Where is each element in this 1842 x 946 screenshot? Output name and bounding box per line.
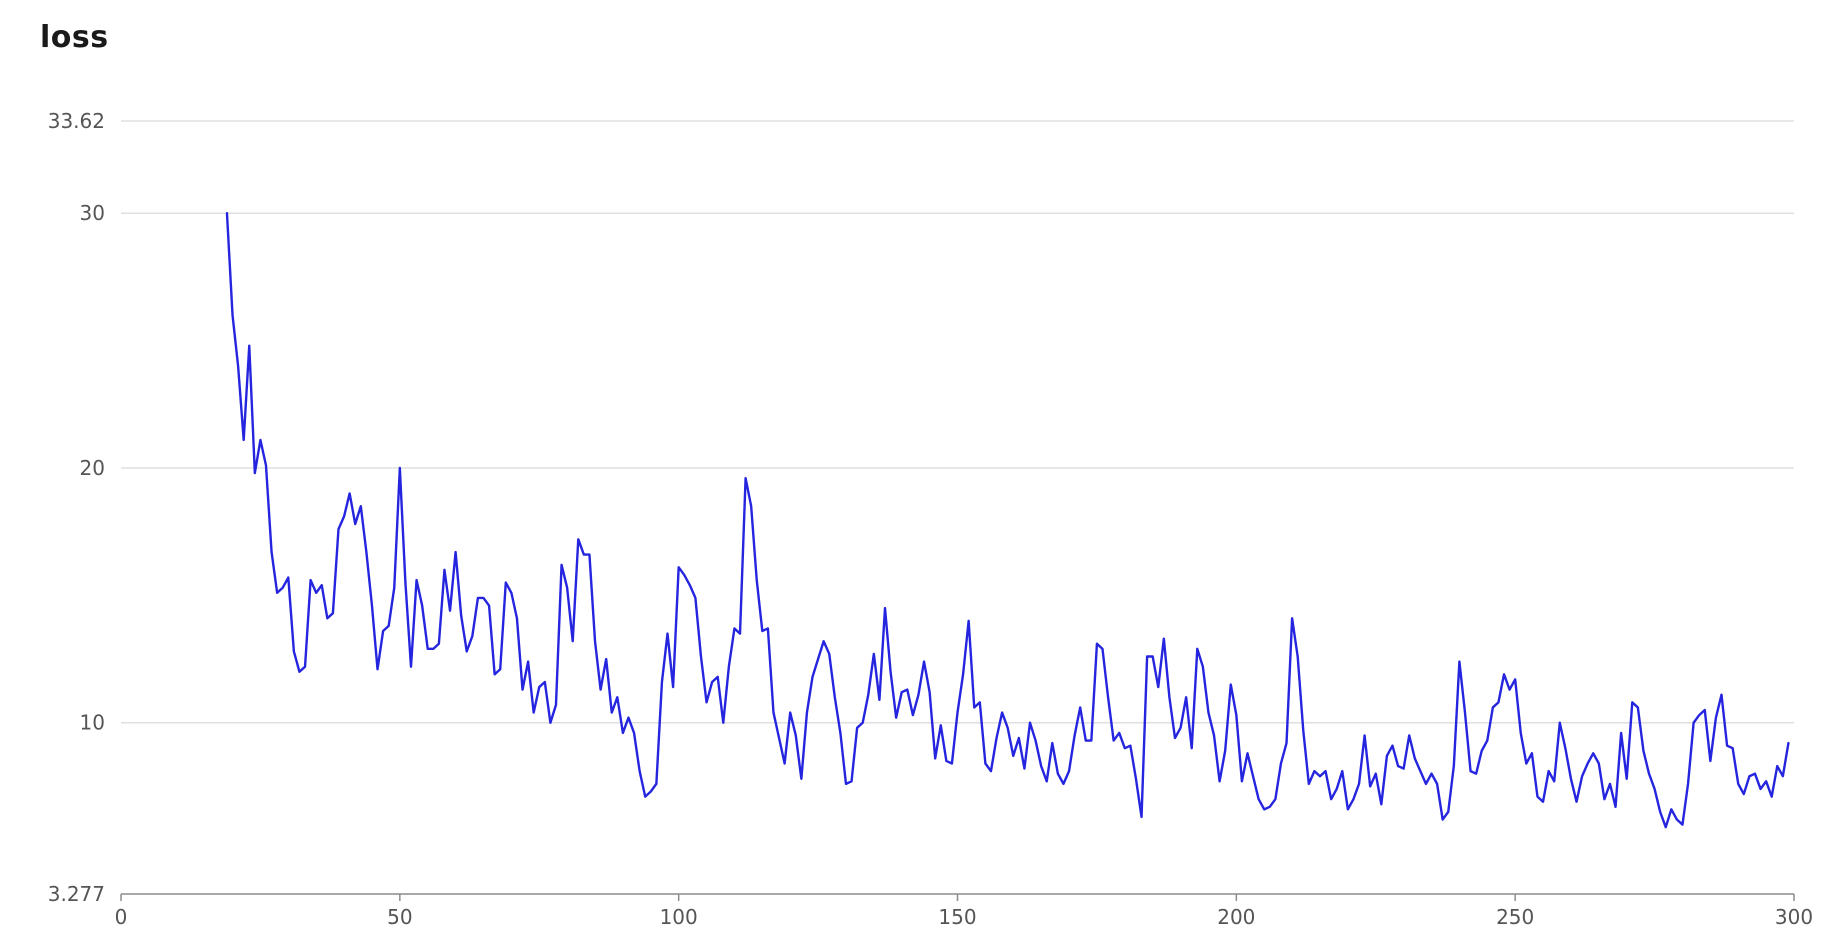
grid-lines: [121, 120, 1794, 724]
y-tick-label: 33.62: [48, 109, 105, 133]
loss-series-line: [225, 212, 1790, 829]
axes: [120, 893, 1795, 901]
x-tick-label: 250: [1496, 905, 1534, 929]
x-tick-label: 300: [1775, 905, 1813, 929]
chart-title: loss: [40, 20, 109, 55]
x-tick-label: 0: [115, 905, 128, 929]
x-tick-label: 200: [1217, 905, 1255, 929]
x-tick-label: 100: [660, 905, 698, 929]
y-tick-label: 3.277: [48, 882, 105, 906]
x-tick-label: 150: [938, 905, 976, 929]
series-layer: [225, 212, 1790, 829]
y-tick-label: 20: [80, 456, 105, 480]
x-tick-label: 50: [387, 905, 412, 929]
tick-labels: 3.277 10 20 30 33.62 0 50 100 150 200 250 300: [48, 109, 1813, 929]
y-tick-label: 30: [80, 201, 105, 225]
y-tick-label: 10: [80, 711, 105, 735]
